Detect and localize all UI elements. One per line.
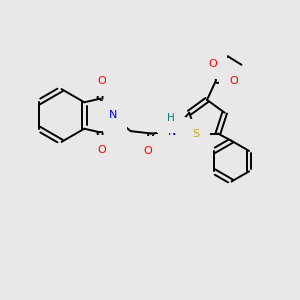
Text: O: O <box>208 59 217 69</box>
Text: N: N <box>168 127 176 137</box>
Text: O: O <box>229 76 238 86</box>
Text: O: O <box>97 145 106 155</box>
Text: H: H <box>167 113 174 124</box>
Text: O: O <box>144 146 152 156</box>
Text: O: O <box>97 76 106 86</box>
Text: S: S <box>193 128 200 139</box>
Text: N: N <box>108 110 117 121</box>
